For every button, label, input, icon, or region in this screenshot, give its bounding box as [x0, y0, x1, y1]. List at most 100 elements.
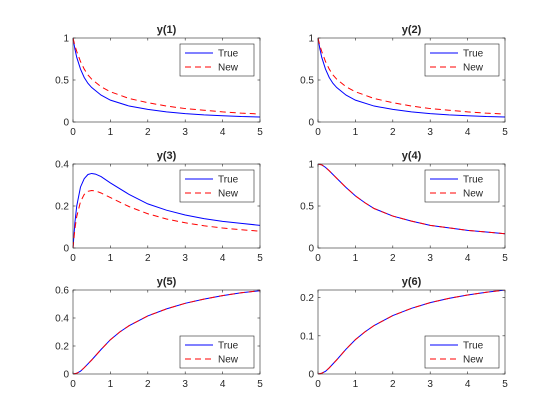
legend-label-new: New [463, 63, 484, 74]
series-line-true [73, 38, 260, 118]
y-tick-label: 1 [308, 34, 314, 45]
legend: True New [179, 169, 255, 203]
y-tick-label: 0.2 [300, 293, 314, 304]
x-tick-label: 2 [145, 253, 151, 264]
x-tick-label: 2 [390, 253, 396, 264]
legend-label-true: True [218, 175, 239, 186]
series-line-new [73, 290, 260, 374]
x-tick-label: 5 [502, 379, 508, 390]
y-tick-label: 0.4 [55, 160, 69, 171]
x-tick-label: 1 [108, 253, 114, 264]
legend-box [179, 169, 255, 203]
axes-box [317, 37, 506, 123]
y-tick-label: 0 [63, 244, 69, 255]
subplot-5: 0 1 2 3 4 5 0 0.2 0.4 0.6 y(5) True New [55, 276, 263, 390]
series-line-new [318, 290, 505, 374]
x-tick-label: 1 [353, 253, 359, 264]
legend-label-new: New [463, 355, 484, 366]
legend: True New [424, 335, 500, 369]
x-tick-label: 2 [145, 379, 151, 390]
x-tick-label: 2 [390, 127, 396, 138]
axes-box [72, 37, 261, 123]
series-line-true [318, 38, 505, 118]
x-tick-label: 3 [182, 127, 188, 138]
legend-label-true: True [463, 49, 484, 60]
x-tick-label: 5 [257, 253, 263, 264]
axes-box [72, 289, 261, 375]
series-line-new [318, 38, 505, 115]
chart-title: y(5) [157, 276, 177, 288]
chart-title: y(4) [402, 150, 422, 162]
legend-box [424, 335, 500, 369]
x-tick-label: 4 [220, 379, 226, 390]
x-tick-label: 3 [427, 127, 433, 138]
chart-title: y(6) [402, 276, 422, 288]
y-tick-label: 0.5 [55, 76, 69, 87]
x-tick-label: 4 [465, 253, 471, 264]
y-tick-label: 0.2 [55, 342, 69, 353]
x-tick-label: 3 [182, 379, 188, 390]
legend: True New [424, 169, 500, 203]
chart-title: y(2) [402, 24, 422, 36]
y-tick-label: 0 [308, 370, 314, 381]
x-tick-label: 5 [502, 253, 508, 264]
series-line-new [73, 189, 260, 248]
x-tick-label: 0 [315, 127, 321, 138]
subplot-1: 0 1 2 3 4 5 0 0.5 1 y(1) True New [55, 24, 263, 138]
legend-box [424, 43, 500, 77]
y-tick-label: 0.6 [55, 286, 69, 297]
y-tick-label: 0.5 [300, 76, 314, 87]
x-tick-label: 1 [353, 127, 359, 138]
x-tick-label: 3 [427, 379, 433, 390]
x-tick-label: 4 [465, 127, 471, 138]
legend-box [424, 169, 500, 203]
chart-title: y(3) [157, 150, 177, 162]
subplot-4: 0 1 2 3 4 5 0 0.5 1 y(4) True New [300, 150, 508, 264]
series-line-new [73, 38, 260, 115]
legend-label-true: True [463, 175, 484, 186]
x-tick-label: 1 [108, 379, 114, 390]
x-tick-label: 4 [220, 253, 226, 264]
y-tick-label: 0.1 [300, 331, 314, 342]
axes-box [317, 163, 506, 249]
x-tick-label: 5 [502, 127, 508, 138]
axes-box [317, 289, 506, 375]
legend-label-new: New [218, 189, 239, 200]
y-tick-label: 0.2 [55, 202, 69, 213]
x-tick-label: 3 [182, 253, 188, 264]
legend-label-true: True [463, 341, 484, 352]
legend-label-new: New [218, 63, 239, 74]
subplot-6: 0 1 2 3 4 5 0 0.1 0.2 y(6) True New [300, 276, 508, 390]
subplot-3: 0 1 2 3 4 5 0 0.2 0.4 y(3) True New [55, 150, 263, 264]
y-tick-label: 0 [63, 118, 69, 129]
x-tick-label: 0 [315, 379, 321, 390]
series-line-true [73, 172, 260, 248]
legend-label-true: True [218, 341, 239, 352]
legend: True New [424, 43, 500, 77]
y-tick-label: 1 [308, 160, 314, 171]
y-tick-label: 1 [63, 34, 69, 45]
y-tick-label: 0 [63, 370, 69, 381]
y-tick-label: 0.4 [55, 314, 69, 325]
series-line-new [318, 164, 505, 235]
x-tick-label: 0 [315, 253, 321, 264]
legend: True New [179, 335, 255, 369]
x-tick-label: 1 [108, 127, 114, 138]
x-tick-label: 1 [353, 379, 359, 390]
legend-box [179, 335, 255, 369]
x-tick-label: 3 [427, 253, 433, 264]
x-tick-label: 0 [70, 127, 76, 138]
y-tick-label: 0 [308, 244, 314, 255]
y-tick-label: 0 [308, 118, 314, 129]
x-tick-label: 0 [70, 379, 76, 390]
legend-box [179, 43, 255, 77]
legend-label-new: New [218, 355, 239, 366]
x-tick-label: 4 [465, 379, 471, 390]
legend: True New [179, 43, 255, 77]
y-tick-label: 0.5 [300, 202, 314, 213]
legend-label-true: True [218, 49, 239, 60]
chart-title: y(1) [157, 24, 177, 36]
subplot-2: 0 1 2 3 4 5 0 0.5 1 y(2) True New [300, 24, 508, 138]
x-tick-label: 5 [257, 127, 263, 138]
